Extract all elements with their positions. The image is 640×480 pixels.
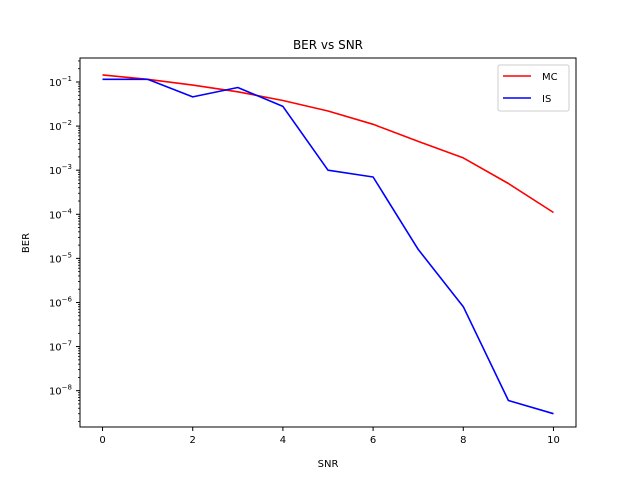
x-tick-label: 8 [460, 435, 466, 446]
y-axis-label: BER [21, 233, 32, 253]
x-axis-ticks: 0 2 4 6 8 10 [99, 427, 560, 446]
series-line-is [102, 78, 554, 415]
x-tick-label: 4 [280, 435, 286, 446]
y-tick-label: 10−8 [49, 384, 72, 398]
y-tick-label: 10−5 [49, 251, 72, 265]
series-layer [102, 74, 554, 415]
legend-frame [497, 64, 570, 112]
x-tick-label: 6 [370, 435, 376, 446]
legend: MC IS [497, 64, 570, 112]
y-tick-label: 10−6 [49, 295, 73, 309]
y-tick-label: 10−4 [49, 207, 73, 221]
y-tick-label: 10−1 [49, 75, 72, 89]
y-axis-ticks: 10−8 10−7 10−6 10−5 10−4 10−3 10−2 10−1 [49, 60, 80, 422]
y-tick-label: 10−7 [49, 340, 72, 354]
y-tick-label: 10−3 [49, 163, 72, 177]
series-line-mc [102, 74, 554, 214]
legend-label-is: IS [542, 94, 551, 105]
y-tick-label: 10−2 [49, 119, 72, 133]
x-tick-label: 2 [190, 435, 196, 446]
chart-title: BER vs SNR [293, 38, 363, 52]
x-tick-label: 10 [547, 435, 560, 446]
legend-label-mc: MC [542, 72, 558, 83]
plot-frame [79, 57, 577, 428]
x-tick-label: 0 [99, 435, 105, 446]
x-axis-label: SNR [318, 459, 339, 470]
